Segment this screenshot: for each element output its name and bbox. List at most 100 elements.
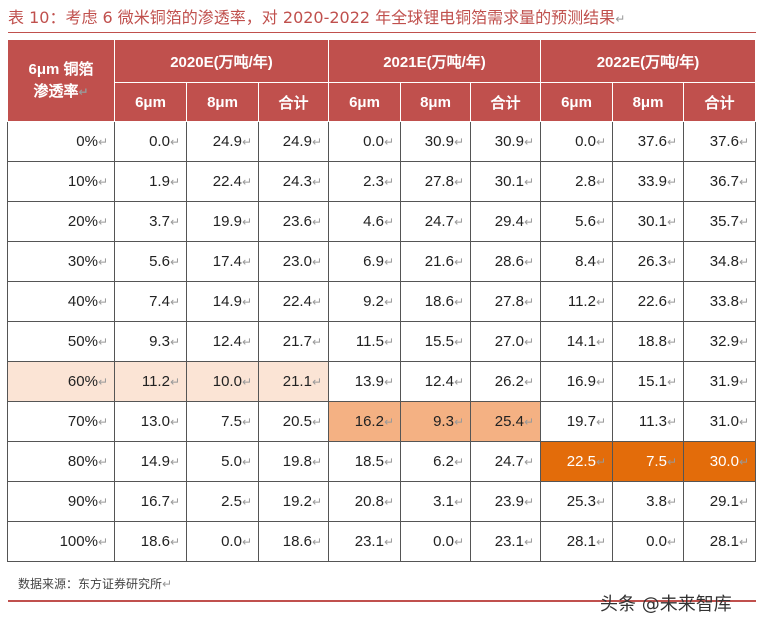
table-cell: 36.7↵: [683, 161, 756, 202]
table-cell: 18.6↵: [400, 281, 471, 322]
table-cell: 26.2↵: [470, 361, 541, 402]
row-label-header: 6μm 铜箔 渗透率↵: [7, 39, 115, 122]
table-cell: 28.1↵: [683, 521, 756, 562]
table-cell: 21.6↵: [400, 241, 471, 282]
table-cell: 27.8↵: [400, 161, 471, 202]
subcol-8um: 8μm: [186, 82, 259, 122]
subcol-total: 合计: [258, 82, 329, 122]
table-cell: 3.7↵: [114, 201, 187, 242]
row-label: 40%↵: [7, 281, 115, 322]
table-cell: 20.5↵: [258, 401, 329, 442]
table-cell: 7.5↵: [186, 401, 259, 442]
table-cell: 14.9↵: [114, 441, 187, 482]
table-cell: 28.1↵: [540, 521, 613, 562]
table-cell: 11.2↵: [114, 361, 187, 402]
table-cell: 26.3↵: [612, 241, 684, 282]
table-cell: 9.2↵: [328, 281, 401, 322]
table-row: 60%↵ 11.2↵ 10.0↵ 21.1↵ 13.9↵ 12.4↵ 26.2↵ 16.9↵ 1…: [7, 361, 756, 402]
row-label: 70%↵: [7, 401, 115, 442]
group-header-2020: 2020E(万吨/年): [114, 39, 329, 83]
table-cell: 15.5↵: [400, 321, 471, 362]
table-cell: 25.4↵: [470, 401, 541, 442]
table-row: 10%↵ 1.9↵ 22.4↵ 24.3↵ 2.3↵ 27.8↵ 30.1↵ 2.8↵ 33.9…: [7, 161, 756, 202]
table-cell: 16.9↵: [540, 361, 613, 402]
table-cell: 7.5↵: [612, 441, 684, 482]
row-label: 20%↵: [7, 201, 115, 242]
table-cell: 29.1↵: [683, 481, 756, 522]
table-cell: 24.7↵: [400, 201, 471, 242]
table-cell: 0.0↵: [540, 121, 613, 162]
table-cell: 13.9↵: [328, 361, 401, 402]
row-label: 60%↵: [7, 361, 115, 402]
table-cell: 12.4↵: [186, 321, 259, 362]
table-cell: 12.4↵: [400, 361, 471, 402]
table-cell: 0.0↵: [328, 121, 401, 162]
table-row: 30%↵ 5.6↵ 17.4↵ 23.0↵ 6.9↵ 21.6↵ 28.6↵ 8.4↵ 26.3…: [7, 241, 756, 282]
subcol-8um: 8μm: [612, 82, 684, 122]
table-cell: 24.9↵: [258, 121, 329, 162]
table-cell: 27.0↵: [470, 321, 541, 362]
table-cell: 10.0↵: [186, 361, 259, 402]
table-cell: 30.9↵: [470, 121, 541, 162]
table-cell: 31.0↵: [683, 401, 756, 442]
subcol-8um: 8μm: [400, 82, 471, 122]
row-label: 80%↵: [7, 441, 115, 482]
table-cell: 8.4↵: [540, 241, 613, 282]
table-cell: 1.9↵: [114, 161, 187, 202]
table-cell: 23.0↵: [258, 241, 329, 282]
table-cell: 5.6↵: [114, 241, 187, 282]
table-cell: 17.4↵: [186, 241, 259, 282]
subcol-6um: 6μm: [328, 82, 401, 122]
table-cell: 37.6↵: [683, 121, 756, 162]
table-cell: 22.6↵: [612, 281, 684, 322]
table-row: 70%↵ 13.0↵ 7.5↵ 20.5↵ 16.2↵ 9.3↵ 25.4↵ 19.7↵ 11.…: [7, 401, 756, 442]
row-label: 90%↵: [7, 481, 115, 522]
table-cell: 15.1↵: [612, 361, 684, 402]
table-cell: 22.4↵: [186, 161, 259, 202]
subcol-total: 合计: [683, 82, 756, 122]
table-cell: 14.9↵: [186, 281, 259, 322]
table-cell: 7.4↵: [114, 281, 187, 322]
table-cell: 24.7↵: [470, 441, 541, 482]
table-cell: 33.8↵: [683, 281, 756, 322]
table-cell: 31.9↵: [683, 361, 756, 402]
row-label: 30%↵: [7, 241, 115, 282]
table-cell: 34.8↵: [683, 241, 756, 282]
group-header-2021: 2021E(万吨/年): [328, 39, 541, 83]
table-cell: 24.3↵: [258, 161, 329, 202]
row-label: 50%↵: [7, 321, 115, 362]
table-cell: 9.3↵: [114, 321, 187, 362]
table-cell: 21.7↵: [258, 321, 329, 362]
table-cell: 19.8↵: [258, 441, 329, 482]
table-cell: 30.1↵: [470, 161, 541, 202]
table-cell: 18.5↵: [328, 441, 401, 482]
footer-rule: [8, 600, 756, 602]
table-cell: 6.2↵: [400, 441, 471, 482]
table-cell: 30.1↵: [612, 201, 684, 242]
table-cell: 0.0↵: [186, 521, 259, 562]
table-cell: 35.7↵: [683, 201, 756, 242]
table-cell: 11.2↵: [540, 281, 613, 322]
table-cell: 23.1↵: [328, 521, 401, 562]
table-cell: 33.9↵: [612, 161, 684, 202]
row-label: 10%↵: [7, 161, 115, 202]
table-cell: 2.5↵: [186, 481, 259, 522]
table-cell: 5.0↵: [186, 441, 259, 482]
table-cell: 16.2↵: [328, 401, 401, 442]
table-cell: 23.1↵: [470, 521, 541, 562]
table-cell: 19.2↵: [258, 481, 329, 522]
table-cell: 19.9↵: [186, 201, 259, 242]
table-cell: 6.9↵: [328, 241, 401, 282]
table-cell: 37.6↵: [612, 121, 684, 162]
row-label: 0%↵: [7, 121, 115, 162]
table-cell: 4.6↵: [328, 201, 401, 242]
table-cell: 3.8↵: [612, 481, 684, 522]
table-cell: 22.5↵: [540, 441, 613, 482]
table-cell: 23.9↵: [470, 481, 541, 522]
row-label: 100%↵: [7, 521, 115, 562]
table-cell: 18.8↵: [612, 321, 684, 362]
watermark: 头条 @未来智库: [600, 594, 732, 615]
table-cell: 23.6↵: [258, 201, 329, 242]
table-cell: 30.0↵: [683, 441, 756, 482]
table-cell: 28.6↵: [470, 241, 541, 282]
